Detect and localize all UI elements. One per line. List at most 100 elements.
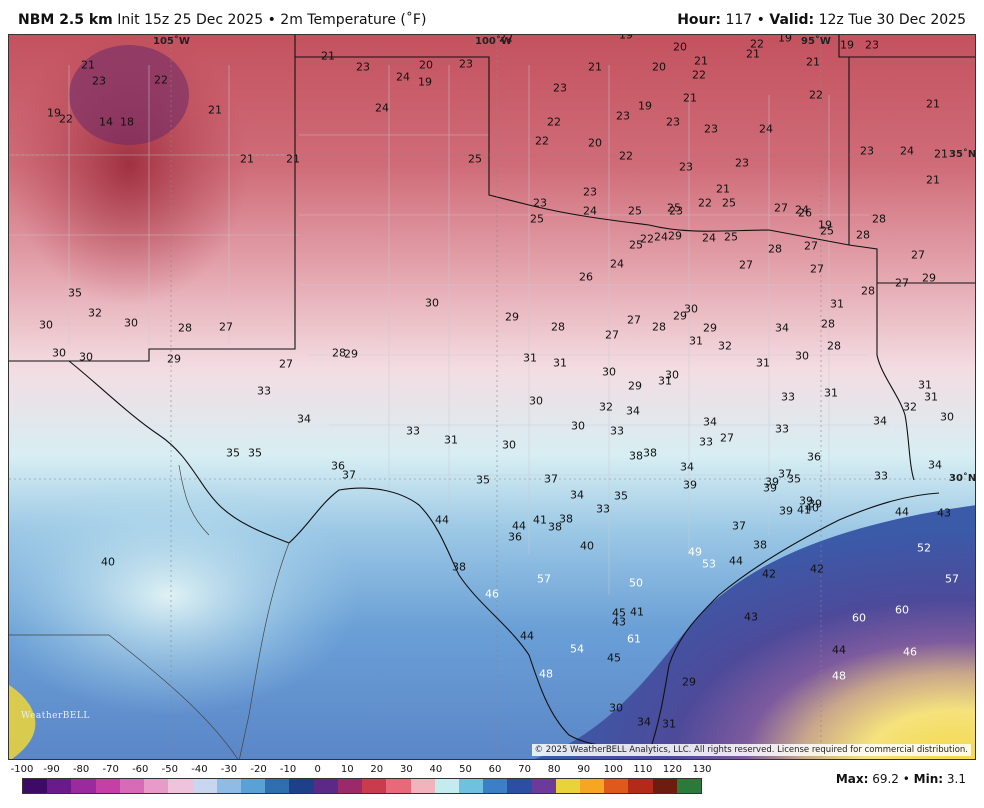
temp-label: 26 <box>798 206 812 220</box>
temp-label: 29 <box>344 347 358 361</box>
temp-label: 60 <box>852 611 866 625</box>
copyright-notice: © 2025 WeatherBELL Analytics, LLC. All r… <box>531 744 971 756</box>
temp-label: 40 <box>805 501 819 515</box>
temp-label: 24 <box>396 70 410 84</box>
temp-label: 25 <box>628 204 642 218</box>
temp-label: 19 <box>778 34 792 45</box>
color-scale: -100 -90 -80 -70 -60 -50 -40 -30 -20 -10 0 10 20 30 40… <box>11 764 714 804</box>
min-value: 3.1 <box>946 772 966 786</box>
scale-tick: 20 <box>370 764 384 775</box>
scale-tick: 130 <box>692 764 712 775</box>
temp-label: 29 <box>673 309 687 323</box>
coord-100w: 100˚W <box>475 36 512 47</box>
temp-label: 39 <box>779 504 793 518</box>
temp-label: 34 <box>680 460 694 474</box>
scale-tick: -60 <box>132 764 149 775</box>
scale-tick: -30 <box>220 764 238 775</box>
max-label: Max: <box>835 772 869 786</box>
temp-label: 31 <box>924 390 938 404</box>
temp-label: 22 <box>640 232 654 246</box>
scale-tick: 110 <box>633 764 653 775</box>
temp-label: 29 <box>922 271 936 285</box>
max-min-stats: Max: 69.2 • Min: 3.1 <box>836 772 966 786</box>
temp-label: 40 <box>101 555 115 569</box>
temperature-map[interactable]: 22 19 20 21 22 19 19 21 23 22 21 23 24 20 19 23 21 20 22 21… <box>8 34 976 760</box>
temp-label: 24 <box>654 230 668 244</box>
temp-label: 27 <box>810 262 824 276</box>
temp-label: 21 <box>934 147 948 161</box>
temp-label: 44 <box>435 513 449 527</box>
temp-label: 14 <box>99 115 113 129</box>
temp-label: 24 <box>702 231 716 245</box>
temp-label: 52 <box>917 541 931 555</box>
scale-swatch <box>289 779 314 793</box>
temp-label: 34 <box>775 321 789 335</box>
temp-label: 25 <box>468 152 482 166</box>
temp-label: 20 <box>419 58 433 72</box>
temp-label: 27 <box>279 357 293 371</box>
temp-label: 43 <box>937 506 951 520</box>
temp-label: 37 <box>342 468 356 482</box>
temp-label: 48 <box>832 669 846 683</box>
temp-label: 22 <box>698 196 712 210</box>
scale-swatch <box>216 779 241 793</box>
scale-swatch <box>265 779 290 793</box>
temp-label: 28 <box>652 320 666 334</box>
header-bar: NBM 2.5 km Init 15z 25 Dec 2025 • 2m Tem… <box>0 0 984 34</box>
temp-label: 39 <box>765 475 779 489</box>
temp-label: 38 <box>559 512 573 526</box>
temp-label: 18 <box>120 115 134 129</box>
temp-label: 33 <box>596 502 610 516</box>
temp-label: 35 <box>476 473 490 487</box>
temp-label: 27 <box>219 320 233 334</box>
coord-105w: 105˚W <box>153 36 190 47</box>
temp-label: 21 <box>321 49 335 63</box>
scale-swatch <box>555 779 581 793</box>
temp-label: 34 <box>626 404 640 418</box>
scale-tick: 70 <box>518 764 531 775</box>
temp-label: 22 <box>499 34 513 45</box>
temp-label: 40 <box>580 539 594 553</box>
temp-label: 22 <box>547 115 561 129</box>
temp-label: 31 <box>658 374 672 388</box>
temp-label: 21 <box>746 47 760 61</box>
temp-label: 25 <box>724 230 738 244</box>
scale-swatch <box>531 779 556 793</box>
temp-label: 23 <box>679 160 693 174</box>
temp-label: 49 <box>688 545 702 559</box>
temp-label: 19 <box>418 75 432 89</box>
scale-swatch <box>676 779 702 793</box>
temp-label: 35 <box>226 446 240 460</box>
scale-tick: 10 <box>340 764 354 775</box>
temp-label: 24 <box>759 122 773 136</box>
temp-label: 19 <box>619 34 633 42</box>
temp-label: 28 <box>856 228 870 242</box>
temp-label: 46 <box>903 645 917 659</box>
scale-tick: -10 <box>279 764 297 775</box>
temp-label: 44 <box>729 554 743 568</box>
temp-label: 23 <box>735 156 749 170</box>
scale-tick: -80 <box>72 764 90 775</box>
model-name: NBM 2.5 km <box>18 12 113 28</box>
temp-label: 32 <box>88 306 102 320</box>
temp-label: 44 <box>512 519 526 533</box>
temp-label: 23 <box>860 144 874 158</box>
temp-label: 19 <box>818 218 832 232</box>
temp-label: 37 <box>732 519 746 533</box>
temp-label: 23 <box>92 74 106 88</box>
temp-label: 25 <box>530 212 544 226</box>
scale-swatch <box>410 779 435 793</box>
temp-label: 30 <box>602 365 616 379</box>
hour-value: 117 <box>725 12 753 28</box>
temp-label: 22 <box>809 88 823 102</box>
stats-separator: • <box>902 772 910 786</box>
scale-swatch <box>192 779 217 793</box>
scale-tick: -70 <box>102 764 119 775</box>
temp-label: 23 <box>704 122 718 136</box>
temp-label: 39 <box>683 478 697 492</box>
temp-label: 30 <box>52 346 66 360</box>
max-value: 69.2 <box>872 772 899 786</box>
temp-label: 23 <box>533 196 547 210</box>
temp-label: 57 <box>537 572 551 586</box>
temp-label: 24 <box>610 257 624 271</box>
